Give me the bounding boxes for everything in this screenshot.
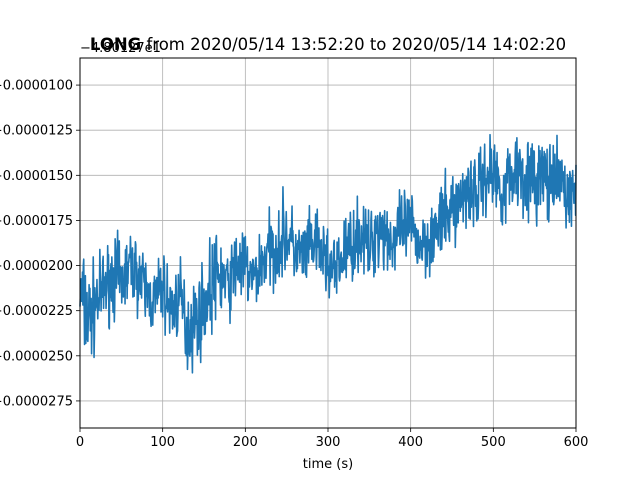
x-tick-label: 300 — [316, 435, 341, 450]
y-tick-label: −0.0000125 — [0, 124, 73, 139]
y-tick-label: −0.0000275 — [0, 394, 73, 409]
x-tick-label: 100 — [150, 435, 175, 450]
x-tick-label: 600 — [564, 435, 589, 450]
chart-title: LONG from 2020/05/14 13:52:20 to 2020/05… — [90, 35, 566, 54]
y-offset-label: −4.80127e1 — [80, 41, 161, 56]
y-axis-ticks: −0.0000100 −0.0000125 −0.0000150 −0.0000175… — [0, 79, 80, 409]
x-tick-label: 500 — [481, 435, 506, 450]
x-axis-ticks: 0 100 200 300 400 500 600 — [76, 428, 589, 450]
y-tick-label: −0.0000150 — [0, 169, 73, 184]
x-tick-label: 400 — [398, 435, 423, 450]
series-line — [79, 133, 577, 374]
x-axis-label: time (s) — [303, 457, 353, 472]
y-tick-label: −0.0000200 — [0, 259, 73, 274]
x-tick-label: 0 — [76, 435, 84, 450]
y-tick-label: −0.0000100 — [0, 79, 73, 94]
chart-title-rest: from 2020/05/14 13:52:20 to 2020/05/14 1… — [141, 35, 566, 54]
y-tick-label: −0.0000225 — [0, 304, 73, 319]
chart-title-bold: LONG — [90, 35, 141, 54]
x-tick-label: 200 — [233, 435, 258, 450]
y-tick-label: −0.0000175 — [0, 214, 73, 229]
series-layer — [79, 133, 577, 374]
y-tick-label: −0.0000250 — [0, 349, 73, 364]
